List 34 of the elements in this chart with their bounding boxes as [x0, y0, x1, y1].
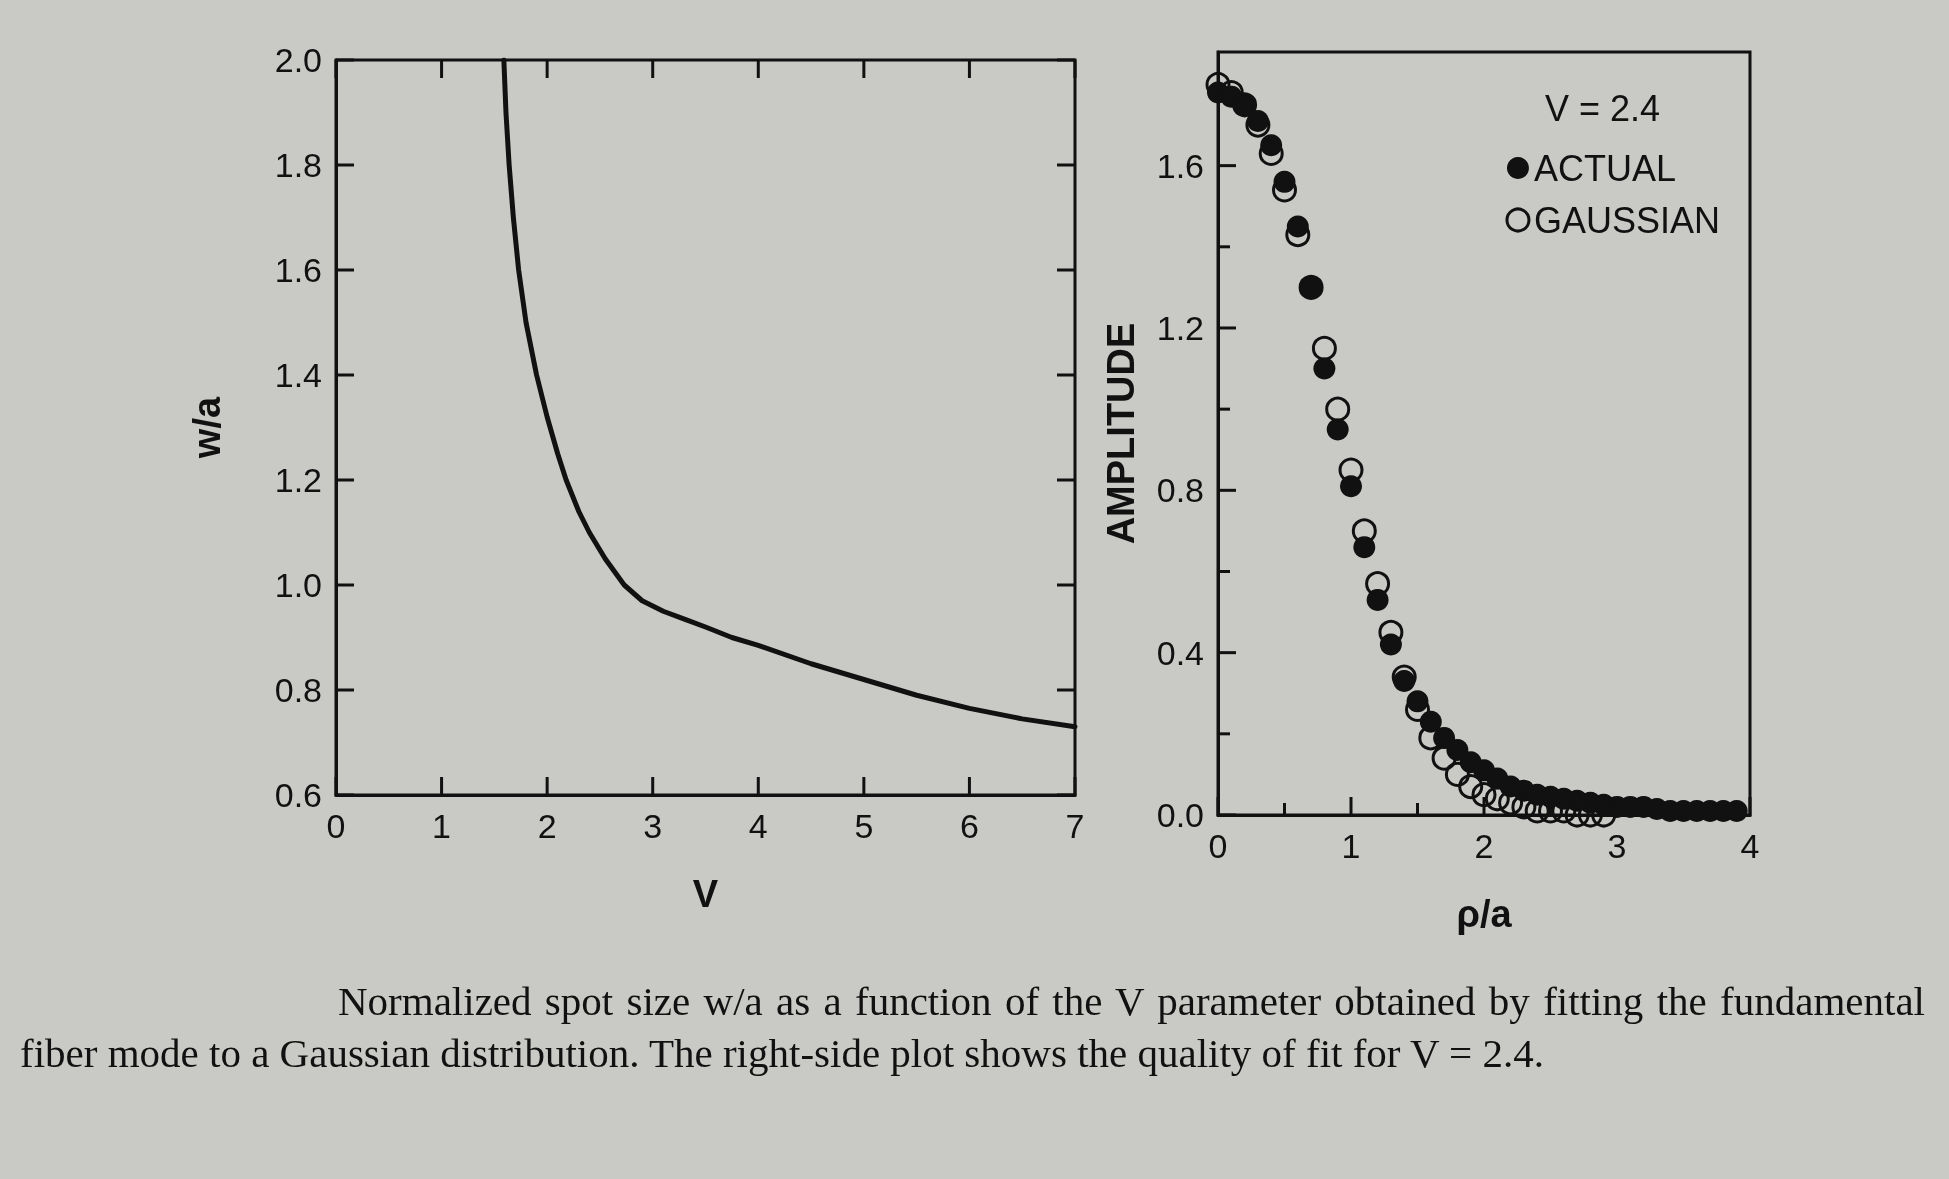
- y-tick-label: 0.8: [1156, 471, 1204, 510]
- x-tick-label: 3: [1607, 827, 1627, 865]
- x-tick-label: 6: [959, 807, 979, 845]
- y-tick-label: 0.0: [1156, 796, 1204, 834]
- legend-title: V = 2.4: [1544, 87, 1661, 129]
- legend-label: GAUSSIAN: [1533, 199, 1720, 241]
- x-axis-title: ρ/a: [1456, 893, 1513, 935]
- y-tick-label: 0.4: [1156, 633, 1204, 672]
- x-tick-label: 1: [1341, 827, 1361, 865]
- y-tick-label: 1.2: [274, 461, 322, 499]
- y-tick-label: 1.6: [1156, 146, 1204, 185]
- y-tick-label: 1.0: [274, 566, 322, 604]
- y-tick-label: 1.8: [274, 146, 322, 184]
- x-tick-label: 2: [1474, 827, 1494, 865]
- x-tick-label: 2: [537, 807, 557, 845]
- x-tick-label: 0: [326, 807, 346, 845]
- y-tick-label: 1.2: [1156, 308, 1204, 347]
- y-tick-label: 1.4: [274, 356, 322, 394]
- y-axis-title: w/a: [186, 396, 228, 460]
- x-tick-label: 5: [854, 807, 874, 845]
- y-tick-label: 0.8: [274, 671, 322, 709]
- y-tick-label: 1.6: [274, 251, 322, 289]
- y-tick-label: 0.6: [274, 776, 322, 814]
- text: Normalized spot size w/a as a function of the V parameter obtained by fitting the fundamental fiber mode to a Gaussian distribution. The right-side plot shows the quality of fit for V = 2.4.: [20, 977, 1925, 1078]
- x-tick-label: 7: [1065, 807, 1085, 845]
- y-tick-label: 2.0: [274, 41, 322, 79]
- x-tick-label: 4: [1740, 827, 1760, 865]
- x-tick-label: 4: [748, 807, 768, 845]
- y-axis-title: AMPLITUDE: [1100, 322, 1142, 545]
- x-tick-label: 1: [432, 807, 452, 845]
- x-axis-title: V: [692, 873, 719, 915]
- legend-label: ACTUAL: [1533, 147, 1676, 189]
- x-tick-label: 3: [643, 807, 663, 845]
- x-tick-label: 0: [1208, 827, 1228, 865]
